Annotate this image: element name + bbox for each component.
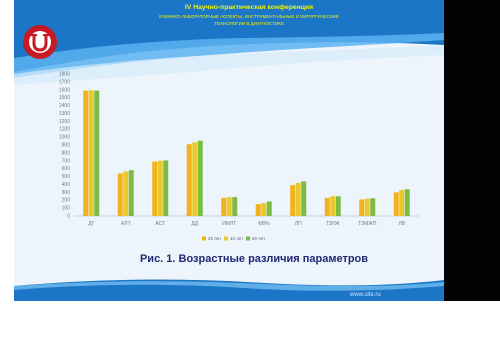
x-tick-label: АЛТ xyxy=(121,221,131,227)
legend-label-1: 20 лет xyxy=(208,236,221,241)
logo-letter-shape xyxy=(32,35,48,52)
y-tick-label: 1100 xyxy=(59,127,70,133)
bar-ИМЛТ-series-3 xyxy=(232,197,238,216)
x-tick-label: АСТ xyxy=(155,221,165,227)
y-tick-label: 1300 xyxy=(59,111,70,117)
bar-ФВ%-series-1 xyxy=(255,204,261,216)
legend-swatch-1 xyxy=(202,236,206,241)
bar-ДГ-series-3 xyxy=(94,90,100,216)
x-tick-label: ТЗМЖП xyxy=(358,221,377,227)
y-tick-label: 600 xyxy=(62,166,71,172)
bar-ТЗМЖП-series-2 xyxy=(364,198,370,216)
bar-ЛВ-series-3 xyxy=(404,189,410,216)
logo xyxy=(23,25,57,59)
x-tick-label: ТЗЛЖ xyxy=(326,221,340,227)
bar-ДГ-series-2 xyxy=(88,90,94,216)
bar-ИМЛТ-series-2 xyxy=(226,197,232,216)
bar-ФВ%-series-3 xyxy=(266,201,272,216)
legend-label-3: 60 лет xyxy=(252,236,265,241)
bar-ТЗЛЖ-series-3 xyxy=(335,196,341,216)
bar-ЛП-series-1 xyxy=(290,185,296,216)
legend-swatch-3 xyxy=(246,236,250,241)
bar-ДД-series-2 xyxy=(192,142,198,216)
conference-title: IV Научно-практическая конференция xyxy=(184,4,314,11)
x-tick-label: ЛП xyxy=(295,221,302,227)
header-wave-pale xyxy=(14,45,444,85)
y-tick-label: 200 xyxy=(62,198,71,204)
bar-ЛП-series-3 xyxy=(301,181,307,216)
x-tick-label: ФВ% xyxy=(258,221,270,227)
bar-ЛВ-series-2 xyxy=(399,189,405,216)
bar-ТЗЛЖ-series-1 xyxy=(324,197,330,216)
bar-АЛТ-series-1 xyxy=(117,173,123,216)
y-tick-label: 800 xyxy=(62,150,71,156)
bar-ДД-series-1 xyxy=(186,144,192,216)
bar-АЛТ-series-3 xyxy=(128,170,134,216)
x-tick-label: ДД xyxy=(191,221,198,227)
legend-swatch-2 xyxy=(224,236,228,241)
bar-ФВ%-series-2 xyxy=(261,202,267,216)
y-tick-label: 400 xyxy=(62,182,71,188)
legend-label-2: 40 лет xyxy=(230,236,243,241)
footer-wave-light xyxy=(14,281,444,291)
bar-ТЗМЖП-series-1 xyxy=(359,199,365,216)
bar-ЛВ-series-1 xyxy=(393,192,399,216)
y-tick-label: 0 xyxy=(67,214,70,220)
y-tick-label: 300 xyxy=(62,190,71,196)
bar-ДД-series-3 xyxy=(197,140,203,216)
y-tick-label: 1700 xyxy=(59,79,70,85)
presentation-slide: IV Научно-практическая конференция КЛИНИ… xyxy=(14,0,444,301)
bar-АЛТ-series-2 xyxy=(123,171,129,216)
y-tick-label: 1400 xyxy=(59,103,70,109)
conference-subtitle-line-1: КЛИНИКО-ЛАБОРАТОРНЫЕ АСПЕКТЫ, ИНСТРУМЕНТ… xyxy=(159,14,339,19)
x-tick-label: ИМЛТ xyxy=(222,221,236,227)
footer-wave-blue xyxy=(14,279,444,301)
y-tick-label: 500 xyxy=(62,174,71,180)
bar-ТЗМЖП-series-3 xyxy=(370,198,376,216)
y-tick-label: 1000 xyxy=(59,135,70,141)
y-tick-label: 1500 xyxy=(59,95,70,101)
bar-ДГ-series-1 xyxy=(83,90,89,216)
y-tick-label: 100 xyxy=(62,206,71,212)
bar-АСТ-series-2 xyxy=(157,160,163,216)
y-tick-label: 1800 xyxy=(59,72,70,78)
bar-ТЗЛЖ-series-2 xyxy=(330,196,336,216)
bar-АСТ-series-1 xyxy=(152,161,158,216)
x-tick-label: ЛВ xyxy=(398,221,405,227)
conference-subtitle-line-2: ТЕХНОЛОГИИ В ДИАГНОСТИКЕ xyxy=(214,21,284,26)
slide-background-art xyxy=(14,0,444,301)
bar-ИМЛТ-series-1 xyxy=(221,197,227,216)
bottom-letterbox-area xyxy=(0,301,500,338)
y-tick-label: 1200 xyxy=(59,119,70,125)
y-tick-label: 1600 xyxy=(59,87,70,93)
y-tick-label: 700 xyxy=(62,158,71,164)
figure-caption: Рис. 1. Возрастные различия параметров xyxy=(139,253,369,265)
y-tick-label: 900 xyxy=(62,143,71,149)
right-letterbox-bar xyxy=(444,0,500,301)
header-wave-light xyxy=(14,33,444,78)
bar-АСТ-series-3 xyxy=(163,160,169,216)
x-tick-label: ДГ xyxy=(88,221,94,227)
bar-ЛП-series-2 xyxy=(295,182,301,216)
footer-url: www.site.ru xyxy=(350,292,381,298)
